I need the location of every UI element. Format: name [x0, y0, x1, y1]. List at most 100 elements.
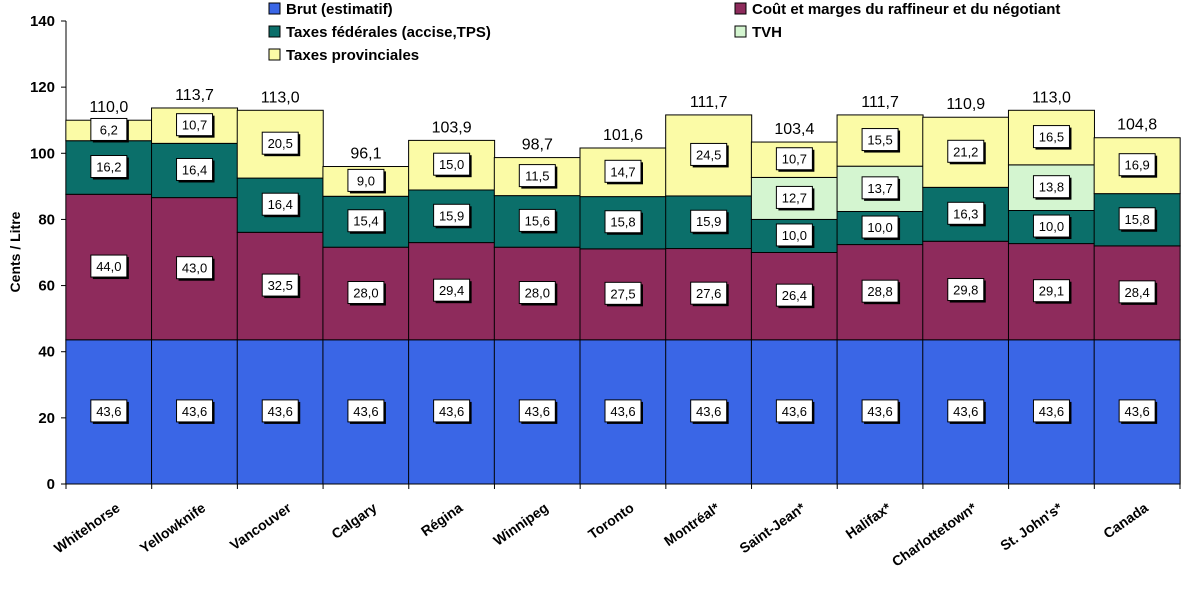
- data-label-box: [261, 192, 299, 216]
- data-label-box: [1032, 279, 1070, 303]
- data-label-box: [604, 159, 642, 183]
- data-label-box: [347, 399, 385, 423]
- data-label: 43,6: [268, 404, 293, 419]
- data-label: 26,4: [782, 288, 807, 303]
- data-label-box: [1118, 153, 1156, 177]
- data-label: 16,2: [96, 160, 121, 175]
- data-label: 43,6: [96, 404, 121, 419]
- data-label: 11,5: [525, 169, 549, 184]
- data-label: 9,0: [357, 173, 375, 188]
- data-label: 43,6: [353, 404, 378, 419]
- data-label-box: [90, 254, 128, 278]
- y-axis-label: Cents / Litre: [7, 211, 23, 292]
- data-label-box: [775, 185, 813, 209]
- category-label: Régina: [418, 499, 466, 539]
- category-label: St. John's*: [997, 499, 1065, 554]
- data-label: 15,8: [1124, 212, 1149, 227]
- data-label-box: [176, 256, 214, 280]
- plot-area: 0 20 40 60 80 100 120 140 43,6 44,0 16,2 6,2 110,0 Wh…: [30, 13, 1181, 570]
- data-label-box: [947, 201, 985, 225]
- data-label: 28,0: [353, 286, 378, 301]
- data-label-box: [861, 399, 899, 423]
- data-label-box: [1032, 214, 1070, 238]
- total-label: 104,8: [1117, 117, 1157, 134]
- data-label-box: [690, 209, 728, 233]
- data-label-box: [518, 399, 556, 423]
- data-label: 44,0: [96, 259, 121, 274]
- data-label: 43,6: [610, 404, 635, 419]
- data-label-box: [347, 168, 385, 192]
- data-label: 16,4: [182, 162, 207, 177]
- total-label: 113,0: [1032, 89, 1071, 106]
- data-label-box: [861, 176, 899, 200]
- data-label: 13,7: [867, 181, 892, 196]
- data-label-box: [518, 164, 556, 188]
- total-label: 111,7: [690, 94, 728, 111]
- data-label: 43,6: [439, 404, 464, 419]
- data-label-box: [176, 399, 214, 423]
- data-label-box: [775, 399, 813, 423]
- data-label-box: [947, 278, 985, 302]
- data-label-box: [861, 128, 899, 152]
- data-label: 12,7: [782, 190, 807, 205]
- category-label: Montréal*: [661, 499, 723, 549]
- data-label: 13,8: [1039, 180, 1064, 195]
- data-label-box: [176, 113, 214, 137]
- category-label: Yellowknife: [137, 499, 209, 556]
- y-tick-label: 20: [38, 410, 55, 427]
- data-label-box: [1032, 175, 1070, 199]
- category-label: Winnipeg: [490, 499, 551, 548]
- data-label: 27,5: [610, 286, 635, 301]
- data-label-box: [518, 281, 556, 305]
- data-label-box: [947, 139, 985, 163]
- data-label: 28,8: [867, 284, 892, 299]
- y-tick-label: 120: [30, 79, 55, 96]
- data-label-box: [775, 147, 813, 171]
- y-tick-label: 40: [38, 344, 55, 361]
- data-label-box: [90, 155, 128, 179]
- data-label-box: [1118, 399, 1156, 423]
- category-label: Calgary: [328, 499, 379, 542]
- data-label: 43,6: [1039, 404, 1064, 419]
- data-label: 15,4: [353, 214, 378, 229]
- y-tick-label: 140: [30, 13, 55, 30]
- data-label: 15,8: [610, 215, 635, 230]
- data-label: 10,7: [782, 152, 807, 167]
- data-label-box: [604, 399, 642, 423]
- data-label: 10,0: [1039, 219, 1064, 234]
- data-label-box: [347, 209, 385, 233]
- category-label: Whitehorse: [51, 499, 123, 556]
- legend-swatch: [268, 48, 281, 61]
- y-tick-label: 0: [47, 476, 55, 493]
- data-label: 29,1: [1039, 284, 1064, 299]
- legend-label: Coût et marges du raffineur et du négoti…: [752, 1, 1060, 18]
- data-label-box: [1118, 207, 1156, 231]
- data-label: 43,0: [182, 261, 207, 276]
- data-label-box: [690, 399, 728, 423]
- data-label: 10,0: [782, 228, 807, 243]
- data-label: 29,8: [953, 283, 978, 298]
- category-label: Vancouver: [227, 499, 295, 553]
- data-label-box: [604, 210, 642, 234]
- data-label: 43,6: [953, 404, 978, 419]
- data-label-box: [433, 399, 471, 423]
- data-label: 43,6: [1124, 404, 1149, 419]
- data-label: 15,9: [439, 208, 464, 223]
- legend-swatch: [734, 25, 747, 38]
- data-label-box: [775, 283, 813, 307]
- data-label-box: [518, 208, 556, 232]
- data-label-box: [261, 273, 299, 297]
- y-tick-label: 60: [38, 278, 55, 295]
- data-label-box: [261, 131, 299, 155]
- total-label: 96,1: [350, 146, 381, 163]
- data-label-box: [433, 203, 471, 227]
- data-label: 43,6: [182, 404, 207, 419]
- legend-swatch: [268, 25, 281, 38]
- data-label: 29,4: [439, 283, 464, 298]
- data-label-box: [775, 223, 813, 247]
- data-label: 28,0: [525, 286, 550, 301]
- data-label: 21,2: [953, 144, 978, 159]
- data-label-box: [261, 399, 299, 423]
- total-label: 110,9: [946, 96, 985, 113]
- total-label: 98,7: [522, 137, 553, 154]
